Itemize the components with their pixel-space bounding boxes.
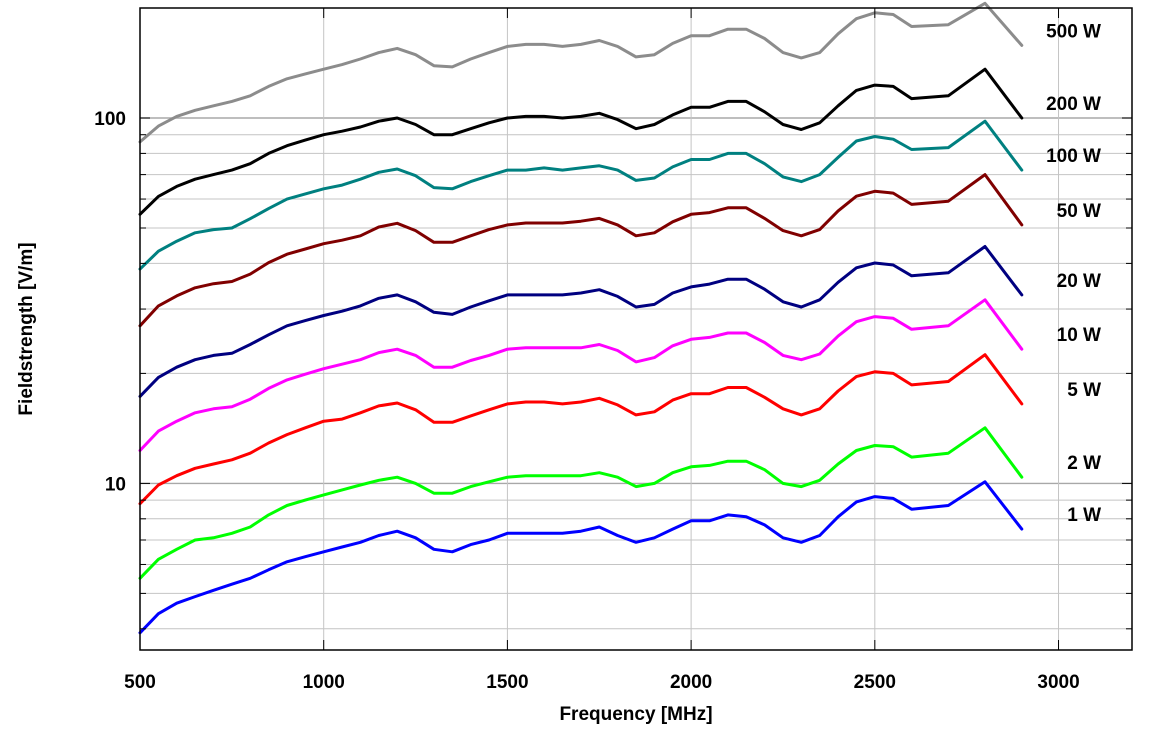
plot-frame <box>139 7 1133 651</box>
x-axis-title: Frequency [MHz] <box>559 704 712 725</box>
series-label-5-w: 5 W <box>1067 380 1101 401</box>
series-line-20-w <box>138 245 1024 398</box>
x-tick-label: 2000 <box>670 672 712 693</box>
series-label-1-w: 1 W <box>1067 505 1101 526</box>
series-line-5-w <box>138 353 1024 506</box>
tick-marks <box>139 7 1132 650</box>
x-tick-label: 3000 <box>1037 672 1079 693</box>
y-axis-title: Fieldstrength [V/m] <box>16 242 37 415</box>
series-line-200-w <box>138 67 1024 216</box>
minor-grid <box>140 7 1132 630</box>
series-layer <box>138 1 1024 635</box>
x-tick-label: 500 <box>124 672 156 693</box>
x-tick-label: 1000 <box>303 672 345 693</box>
x-tick-label: 2500 <box>854 672 896 693</box>
series-label-20-w: 20 W <box>1057 271 1101 292</box>
tick-labels: 500 1000 1500 2000 2500 3000 10 100 <box>94 109 1079 693</box>
y-tick-label: 10 <box>105 474 126 495</box>
series-label-500-w: 500 W <box>1046 21 1101 42</box>
series-label-10-w: 10 W <box>1057 325 1101 346</box>
y-tick-label: 100 <box>94 109 126 130</box>
series-label-2-w: 2 W <box>1067 453 1101 474</box>
series-line-2-w <box>138 426 1024 580</box>
series-line-10-w <box>138 298 1024 452</box>
series-label-100-w: 100 W <box>1046 146 1101 167</box>
x-tick-label: 1500 <box>486 672 528 693</box>
major-grid <box>139 8 1132 650</box>
series-label-50-w: 50 W <box>1057 201 1101 222</box>
series-label-200-w: 200 W <box>1046 94 1101 115</box>
series-line-1-w <box>138 480 1024 635</box>
series-line-500-w <box>138 1 1024 144</box>
series-line-100-w <box>138 119 1024 271</box>
series-labels: 1 W 2 W 5 W 10 W 20 W 50 W 100 W 200 W 500 W <box>1046 21 1101 526</box>
series-line-50-w <box>138 173 1024 328</box>
